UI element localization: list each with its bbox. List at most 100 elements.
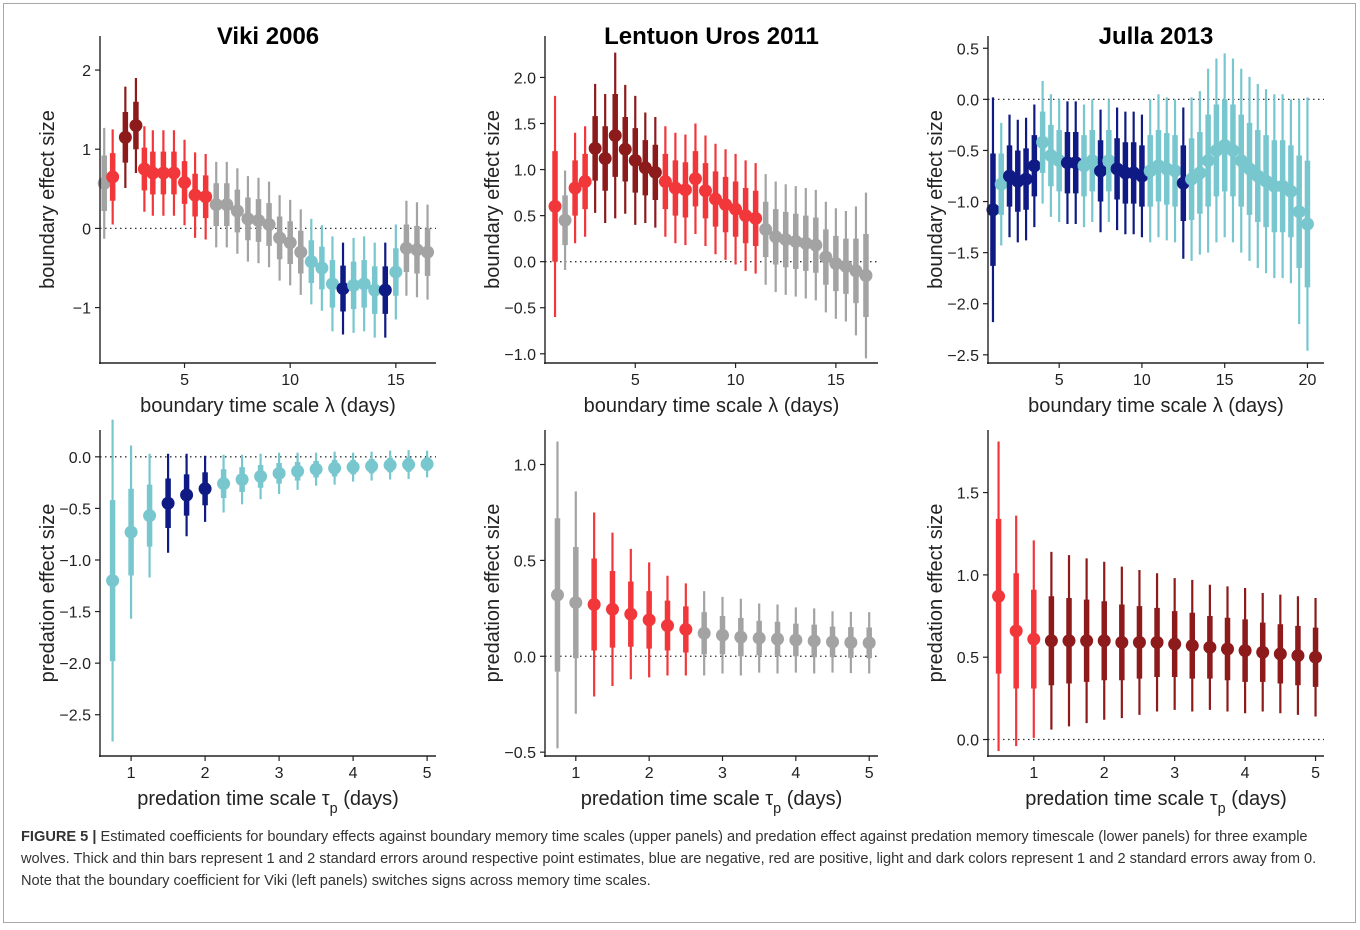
point-estimate bbox=[209, 198, 223, 212]
point-estimate bbox=[1027, 632, 1041, 646]
point-estimate bbox=[799, 236, 813, 250]
y-tick-label: 0.5 bbox=[514, 553, 536, 570]
point-estimate bbox=[251, 213, 265, 227]
point-estimate bbox=[679, 622, 693, 636]
y-tick-label: −2.5 bbox=[947, 348, 979, 365]
x-tick-label: 1 bbox=[1029, 765, 1038, 782]
x-tick-label: 4 bbox=[349, 765, 358, 782]
x-tick-label: 4 bbox=[1241, 765, 1250, 782]
point-estimate bbox=[167, 166, 181, 180]
point-estimate bbox=[849, 264, 863, 278]
panel-title: Julla 2013 bbox=[1099, 23, 1214, 50]
point-estimate bbox=[608, 128, 622, 142]
point-estimate bbox=[859, 268, 873, 282]
y-tick-label: −2.5 bbox=[59, 708, 91, 725]
x-tick-label: 10 bbox=[281, 372, 299, 389]
point-estimate bbox=[749, 211, 763, 225]
y-axis-label: predation effect size bbox=[37, 504, 59, 683]
point-estimate bbox=[347, 278, 361, 292]
point-estimate bbox=[829, 257, 843, 271]
point-estimate bbox=[336, 282, 350, 296]
point-estimate bbox=[254, 469, 268, 483]
point-estimate bbox=[180, 488, 194, 502]
point-estimate bbox=[548, 199, 562, 213]
y-tick-label: −0.5 bbox=[947, 143, 979, 160]
point-estimate bbox=[420, 457, 434, 471]
point-estimate bbox=[660, 619, 674, 633]
point-estimate bbox=[569, 596, 583, 610]
point-estimate bbox=[199, 190, 213, 204]
point-estimate bbox=[826, 635, 840, 649]
point-estimate bbox=[1220, 642, 1234, 656]
point-estimate bbox=[729, 202, 743, 216]
point-estimate bbox=[719, 198, 733, 212]
panel-julla-predation: 0.0 0.5 1.0 1.5 1 2 3 4 5 predation time scale τp… bbox=[925, 430, 1324, 817]
point-estimate bbox=[739, 209, 753, 223]
y-tick-label: 0.0 bbox=[514, 649, 536, 666]
point-estimate bbox=[1203, 640, 1217, 654]
point-estimate bbox=[283, 236, 297, 250]
point-estimate bbox=[178, 175, 192, 189]
point-estimate bbox=[294, 245, 308, 259]
point-estimate bbox=[605, 602, 619, 616]
y-tick-label: 0 bbox=[82, 221, 91, 238]
y-tick-label: −0.5 bbox=[504, 301, 536, 318]
x-axis-label: predation time scale τp (days) bbox=[1025, 788, 1287, 817]
point-estimate bbox=[346, 460, 360, 474]
point-estimate bbox=[143, 509, 157, 523]
point-estimate bbox=[421, 245, 435, 259]
point-estimate bbox=[668, 181, 682, 195]
point-estimate bbox=[709, 192, 723, 206]
point-estimate bbox=[1080, 634, 1094, 648]
point-estimate bbox=[1115, 635, 1129, 649]
point-estimate bbox=[771, 632, 785, 646]
point-estimate bbox=[1309, 650, 1323, 664]
point-estimate bbox=[368, 283, 382, 297]
point-estimate bbox=[697, 626, 711, 640]
y-tick-label: −2.0 bbox=[947, 297, 979, 314]
panel-julla-boundary: −2.5 −2.0 −1.5 −1.0 −0.5 0.0 0.5 5 10 15 20 boundar… bbox=[925, 23, 1324, 417]
x-tick-label: 15 bbox=[827, 372, 845, 389]
y-tick-label: −1.0 bbox=[504, 347, 536, 364]
point-estimate bbox=[106, 170, 120, 184]
point-estimate bbox=[1085, 154, 1099, 168]
point-estimate bbox=[624, 607, 638, 621]
point-estimate bbox=[1036, 135, 1050, 149]
point-estimate bbox=[688, 172, 702, 186]
caption-text: Estimated coefficients for boundary effe… bbox=[21, 829, 1317, 889]
y-tick-label: 1.0 bbox=[957, 568, 979, 585]
point-estimate bbox=[106, 574, 120, 588]
y-tick-label: 0.5 bbox=[957, 41, 979, 58]
point-estimate bbox=[315, 261, 329, 275]
y-tick-label: −1 bbox=[73, 301, 91, 318]
point-estimate bbox=[698, 184, 712, 198]
point-estimate bbox=[325, 277, 339, 291]
point-estimate bbox=[598, 152, 612, 166]
y-tick-label: −2.0 bbox=[59, 656, 91, 673]
point-estimate bbox=[1238, 644, 1252, 658]
panel-lentuon-boundary: −1.0 −0.5 0.0 0.5 1.0 1.5 2.0 5 10 15 boundary tim… bbox=[482, 23, 878, 417]
x-tick-label: 3 bbox=[718, 765, 727, 782]
point-estimate bbox=[235, 473, 249, 487]
point-estimate bbox=[1226, 143, 1240, 157]
x-tick-label: 5 bbox=[631, 372, 640, 389]
point-estimate bbox=[588, 141, 602, 155]
y-tick-label: 0.0 bbox=[957, 92, 979, 109]
point-estimate bbox=[1256, 645, 1270, 659]
point-estimate bbox=[568, 181, 582, 195]
point-estimate bbox=[129, 118, 143, 132]
point-estimate bbox=[587, 598, 601, 612]
panel-viki-predation: −2.5 −2.0 −1.5 −1.0 −0.5 0.0 1 2 3 4 5 predation ti… bbox=[37, 419, 436, 817]
x-tick-label: 5 bbox=[180, 372, 189, 389]
x-tick-label: 2 bbox=[645, 765, 654, 782]
x-tick-label: 1 bbox=[571, 765, 580, 782]
point-estimate bbox=[734, 630, 748, 644]
y-tick-label: −1.0 bbox=[59, 553, 91, 570]
x-tick-label: 10 bbox=[1133, 372, 1151, 389]
point-estimate bbox=[1009, 624, 1023, 638]
x-axis-label: boundary time scale λ (days) bbox=[584, 395, 840, 417]
y-tick-label: −0.5 bbox=[59, 501, 91, 518]
panel-title: Viki 2006 bbox=[217, 23, 319, 50]
point-estimate bbox=[1019, 172, 1033, 186]
point-estimate bbox=[262, 217, 276, 231]
